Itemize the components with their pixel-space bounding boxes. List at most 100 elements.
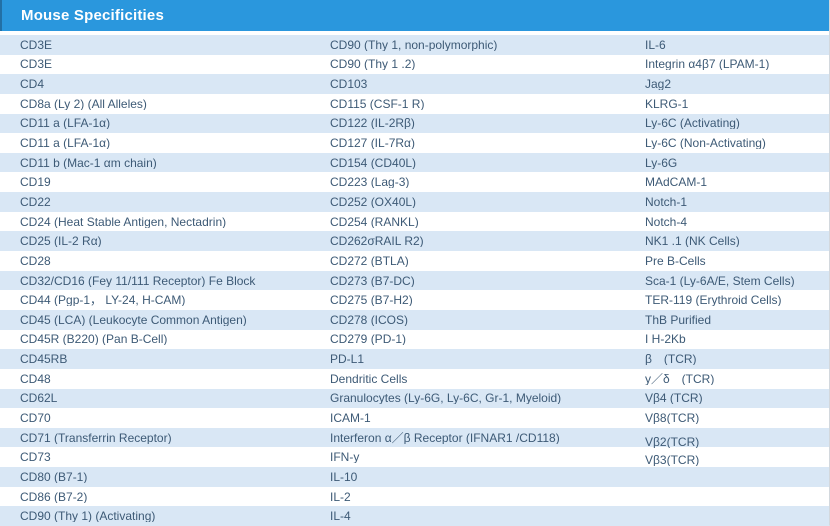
cell-col2: PD-L1: [330, 353, 365, 366]
cell-col2: CD254 (RANKL): [330, 215, 419, 228]
table-row: CD19 CD223 (Lag-3) MAdCAM-1: [0, 172, 829, 193]
cell-col3: Vβ2(TCR): [645, 435, 700, 448]
table-row: CD8a (Ly 2) (All Alleles) CD115 (CSF-1 R…: [0, 93, 829, 114]
cell-col1: CD71 (Transferrin Receptor): [20, 431, 172, 444]
page-title: Mouse Specificities: [21, 7, 165, 24]
cell-col3: Ly-6G: [645, 156, 678, 169]
table-row: CD62L Granulocytes (Ly-6G, Ly-6C, Gr-1, …: [0, 388, 829, 409]
table-row: CD11 b (Mac-1 αm chain) CD154 (CD40L) Ly…: [0, 152, 829, 173]
cell-col2: CD262σRAIL R2): [330, 235, 424, 248]
cell-col3: Integrin α4β7 (LPAM-1): [645, 58, 770, 71]
cell-col3: Vβ4 (TCR): [645, 392, 703, 405]
table-row: CD3E CD90 (Thy 1, non-polymorphic) IL-6: [0, 35, 829, 55]
cell-col2: IFN-y: [330, 451, 360, 464]
cell-col1: CD25 (IL-2 Rα): [20, 235, 102, 248]
cell-col1: CD24 (Heat Stable Antigen, Nectadrin): [20, 215, 227, 228]
cell-col2: CD223 (Lag-3): [330, 176, 410, 189]
table-row: CD3E CD90 (Thy 1 .2) Integrin α4β7 (LPAM…: [0, 54, 829, 75]
cell-col2: IL-4: [330, 510, 351, 523]
cell-col1: CD80 (B7-1): [20, 470, 88, 483]
cell-col2: CD103: [330, 78, 368, 91]
cell-col2: CD278 (ICOS): [330, 313, 409, 326]
cell-col3: KLRG-1: [645, 97, 689, 110]
table-header-bar: Mouse Specificities: [0, 0, 829, 31]
cell-col1: CD4: [20, 78, 45, 91]
cell-col3: Notch-4: [645, 215, 688, 228]
cell-col2: CD90 (Thy 1 .2): [330, 58, 416, 71]
cell-col1: CD90 (Thy 1) (Activating): [20, 510, 156, 523]
cell-col3: Vβ8(TCR): [645, 411, 700, 424]
cell-col1: CD28: [20, 254, 51, 267]
cell-col2: Dendritic Cells: [330, 372, 408, 385]
cell-col2: CD272 (BTLA): [330, 254, 409, 267]
cell-col3: y／δ (TCR): [645, 372, 715, 385]
cell-col1: CD73: [20, 451, 51, 464]
cell-col1: CD62L: [20, 392, 58, 405]
header-divider: [0, 31, 829, 35]
cell-col1: CD11 b (Mac-1 αm chain): [20, 156, 157, 169]
table-row: CD45RB PD-L1 β (TCR): [0, 349, 829, 369]
cell-col2: CD154 (CD40L): [330, 156, 417, 169]
cell-col1: CD3E: [20, 58, 53, 71]
cell-col1: CD45R (B220) (Pan B-Cell): [20, 333, 168, 346]
cell-col2: IL-10: [330, 470, 358, 483]
table-row: CD80 (B7-1) IL-10: [0, 467, 829, 487]
cell-col3: Ly-6C (Non-Activating): [645, 137, 766, 150]
cell-col1: CD70: [20, 411, 51, 424]
table-row: CD11 a (LFA-1α) CD122 (IL-2Rβ) Ly-6C (Ac…: [0, 113, 829, 134]
cell-col1: CD44 (Pgp-1， LY-24, H-CAM): [20, 294, 186, 307]
table-row: CD86 (B7-2) IL-2: [0, 486, 829, 507]
table-row: CD45 (LCA) (Leukocyte Common Antigen) CD…: [0, 309, 829, 330]
cell-col1: CD45 (LCA) (Leukocyte Common Antigen): [20, 313, 247, 326]
cell-col1: CD3E: [20, 38, 53, 51]
cell-col3: TER-119 (Erythroid Cells): [645, 294, 782, 307]
cell-col3: IL-6: [645, 38, 666, 51]
table-row: CD24 (Heat Stable Antigen, Nectadrin) CD…: [0, 211, 829, 232]
cell-col3: Pre B-Cells: [645, 254, 706, 267]
cell-col2: CD90 (Thy 1, non-polymorphic): [330, 38, 498, 51]
cell-col2: CD115 (CSF-1 R): [330, 97, 425, 110]
cell-col2: CD122 (IL-2Rβ): [330, 117, 415, 130]
table-row: CD32/CD16 (Fey 11/111 Receptor) Fe Block…: [0, 270, 829, 291]
cell-col2: Granulocytes (Ly-6G, Ly-6C, Gr-1, Myeloi…: [330, 392, 562, 405]
cell-col1: CD48: [20, 372, 51, 385]
cell-col2: CD252 (OX40L): [330, 195, 417, 208]
cell-col3: MAdCAM-1: [645, 176, 708, 189]
table-row: CD44 (Pgp-1， LY-24, H-CAM) CD275 (B7-H2)…: [0, 290, 829, 310]
cell-col1: CD32/CD16 (Fey 11/111 Receptor) Fe Block: [20, 274, 256, 287]
table-row: CD25 (IL-2 Rα) CD262σRAIL R2) NK1 .1 (NK…: [0, 231, 829, 252]
cell-col2: IL-2: [330, 490, 351, 503]
cell-col1: CD11 a (LFA-1α): [20, 137, 111, 150]
cell-col3: Jag2: [645, 78, 672, 91]
cell-col3: ThB Purified: [645, 313, 712, 326]
table-row: CD4 CD103 Jag2: [0, 74, 829, 94]
table-row: CD73 IFN-y Vβ3(TCR): [0, 447, 829, 468]
cell-col2: CD127 (IL-7Rα): [330, 137, 415, 150]
table-row: CD70 ICAM-1 Vβ8(TCR): [0, 408, 829, 428]
table-row: CD22 CD252 (OX40L) Notch-1: [0, 192, 829, 212]
cell-col3: Notch-1: [645, 195, 688, 208]
cell-col3: I H-2Kb: [645, 333, 686, 346]
cell-col2: ICAM-1: [330, 411, 371, 424]
cell-col3: Sca-1 (Ly-6A/E, Stem Cells): [645, 274, 795, 287]
cell-col3: Ly-6C (Activating): [645, 117, 740, 130]
cell-col2: CD275 (B7-H2): [330, 294, 413, 307]
cell-col2: Interferon α／β Receptor (IFNAR1 /CD118): [330, 431, 560, 444]
specificity-table: CD3E CD90 (Thy 1, non-polymorphic) IL-6 …: [0, 35, 829, 526]
table-row: CD28 CD272 (BTLA) Pre B-Cells: [0, 251, 829, 271]
cell-col1: CD19: [20, 176, 51, 189]
table-row: CD11 a (LFA-1α) CD127 (IL-7Rα) Ly-6C (No…: [0, 133, 829, 153]
cell-col2: CD273 (B7-DC): [330, 274, 415, 287]
cell-col2: CD279 (PD-1): [330, 333, 407, 346]
cell-col3: β (TCR): [645, 353, 697, 366]
table-row: CD90 (Thy 1) (Activating) IL-4: [0, 506, 829, 526]
table-row: CD71 (Transferrin Receptor) Interferon α…: [0, 427, 829, 448]
cell-col1: CD45RB: [20, 353, 68, 366]
cell-col3: Vβ3(TCR): [645, 454, 700, 467]
table-row: CD45R (B220) (Pan B-Cell) CD279 (PD-1) I…: [0, 329, 829, 350]
cell-col1: CD8a (Ly 2) (All Alleles): [20, 97, 147, 110]
cell-col1: CD11 a (LFA-1α): [20, 117, 111, 130]
cell-col1: CD86 (B7-2): [20, 490, 88, 503]
cell-col3: NK1 .1 (NK Cells): [645, 235, 740, 248]
